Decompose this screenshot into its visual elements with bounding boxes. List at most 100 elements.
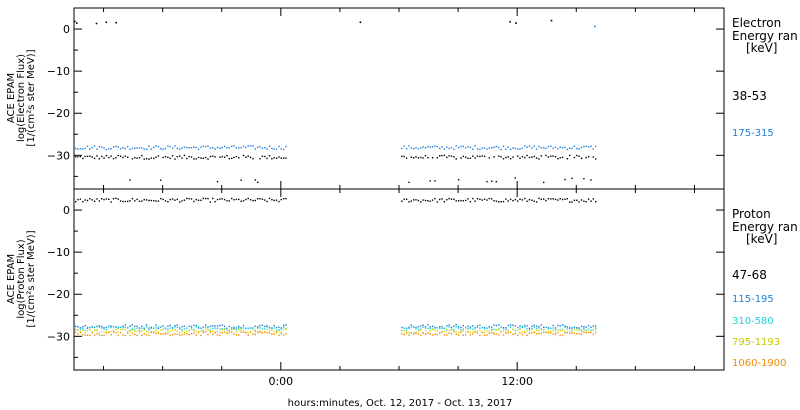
proton-plot-frame <box>73 188 725 371</box>
electron-y-ticks: 0 −10 −20 −30 <box>47 23 724 177</box>
data-point <box>273 324 275 327</box>
data-point <box>474 327 476 329</box>
data-point <box>554 333 557 335</box>
data-point <box>408 327 410 330</box>
data-point <box>226 327 228 329</box>
data-point <box>169 334 171 337</box>
data-point <box>171 327 174 329</box>
data-point <box>524 324 526 327</box>
data-point <box>420 156 422 159</box>
data-point <box>273 327 275 329</box>
data-point <box>483 198 486 200</box>
data-point <box>538 197 540 200</box>
data-point <box>122 328 124 331</box>
data-point <box>531 327 533 330</box>
data-point <box>167 325 169 327</box>
data-point <box>474 330 476 332</box>
data-point <box>285 324 287 326</box>
data-point <box>138 329 141 331</box>
data-point <box>226 329 228 331</box>
data-point <box>578 148 580 150</box>
data-point <box>278 200 280 203</box>
data-point <box>129 200 131 202</box>
data-point <box>483 155 486 157</box>
data-point <box>233 333 235 335</box>
data-point <box>200 330 202 332</box>
data-point <box>202 326 204 328</box>
data-point <box>519 332 521 334</box>
data-point <box>439 198 441 201</box>
data-point <box>261 332 264 334</box>
data-point <box>245 156 247 158</box>
data-point <box>115 331 117 334</box>
electron-data-points <box>74 19 597 184</box>
data-point <box>512 147 514 149</box>
data-point <box>266 157 268 160</box>
data-point <box>226 147 228 149</box>
data-point <box>136 325 138 327</box>
data-point <box>231 157 233 160</box>
data-point <box>238 334 240 336</box>
data-point <box>226 200 228 202</box>
data-point <box>538 327 540 329</box>
data-point <box>573 327 576 329</box>
data-point <box>174 325 176 327</box>
data-point <box>566 198 568 200</box>
data-point <box>150 331 152 333</box>
data-point <box>143 333 145 335</box>
data-point <box>174 145 176 147</box>
data-point <box>453 198 455 200</box>
data-point <box>89 148 91 150</box>
data-point <box>524 326 526 328</box>
data-point <box>110 331 112 333</box>
data-point <box>176 326 178 329</box>
data-point <box>561 334 564 336</box>
data-point <box>403 145 405 147</box>
data-point <box>174 329 176 331</box>
data-point <box>240 329 242 331</box>
data-point <box>129 325 131 327</box>
data-point <box>197 327 200 329</box>
data-point <box>75 201 77 203</box>
data-point <box>75 156 77 158</box>
data-point <box>195 198 197 201</box>
data-point <box>431 199 434 201</box>
data-point <box>231 328 233 331</box>
data-point <box>491 147 493 149</box>
data-point <box>86 145 89 147</box>
data-point <box>162 156 164 159</box>
data-point <box>231 197 233 200</box>
data-point <box>408 332 410 334</box>
data-point <box>214 156 216 158</box>
data-point <box>424 155 427 157</box>
data-point <box>153 327 155 329</box>
data-point <box>512 333 514 335</box>
data-point <box>231 327 233 329</box>
data-point <box>460 145 462 148</box>
data-point <box>240 327 242 330</box>
data-point <box>498 324 500 326</box>
data-point <box>252 158 254 160</box>
data-point <box>219 147 221 149</box>
data-point <box>486 327 488 329</box>
data-point <box>84 325 86 327</box>
data-point <box>105 155 108 157</box>
data-point <box>507 324 509 327</box>
data-point <box>552 198 554 200</box>
data-point <box>507 146 509 148</box>
data-point <box>545 331 547 333</box>
electron-ylabel-line-2: log(Electron Flux) <box>16 54 27 142</box>
data-point <box>495 181 498 183</box>
data-point <box>195 324 197 327</box>
data-point <box>164 332 167 334</box>
data-point <box>254 329 256 331</box>
data-point <box>528 329 531 331</box>
data-point <box>509 324 512 326</box>
data-point <box>550 198 552 200</box>
data-point <box>205 324 207 326</box>
data-point <box>495 200 498 202</box>
data-point <box>233 327 235 329</box>
data-point <box>443 201 446 203</box>
data-point <box>439 155 441 157</box>
